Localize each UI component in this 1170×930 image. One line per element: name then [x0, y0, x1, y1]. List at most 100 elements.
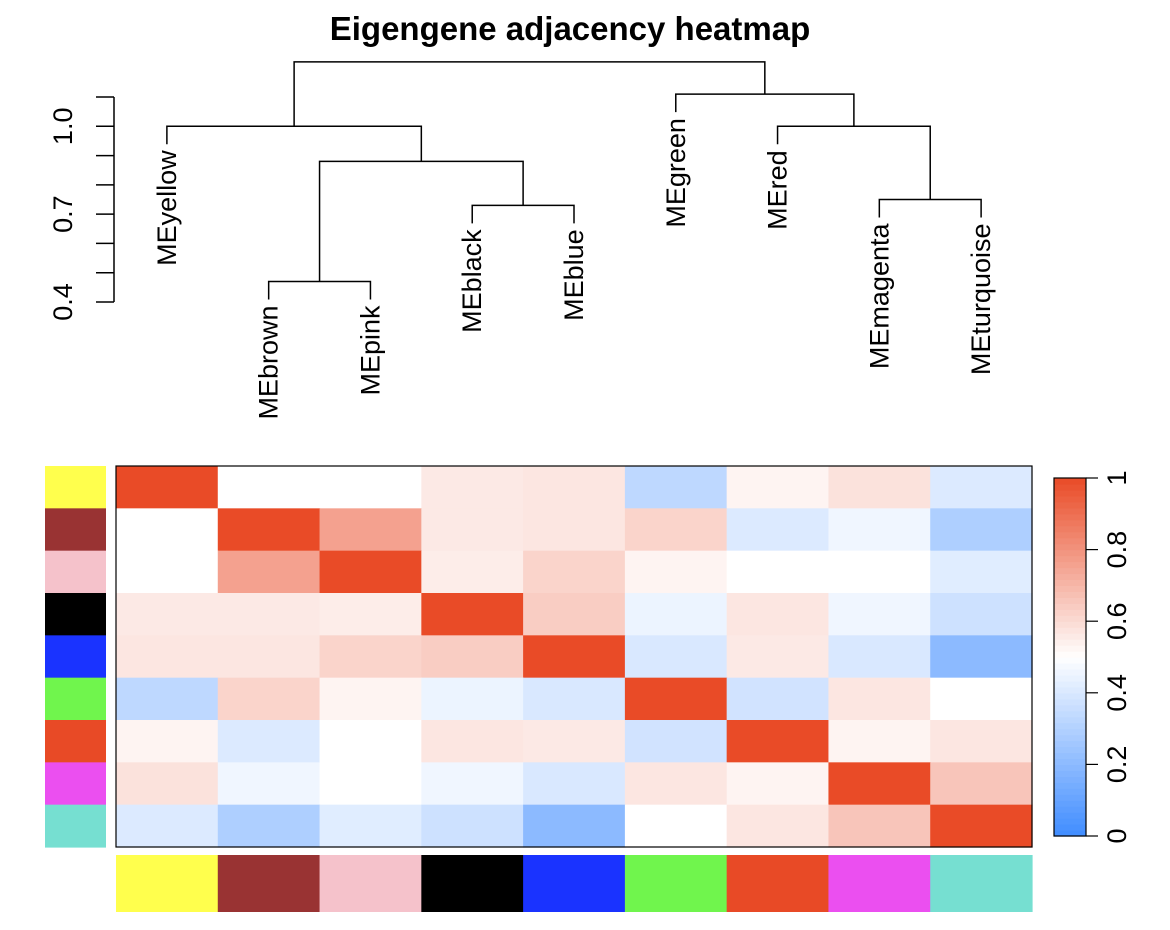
- leaf-label: MEmagenta: [864, 223, 894, 370]
- row-color-swatch: [45, 508, 106, 552]
- heatmap-cell: [217, 720, 321, 763]
- row-color-swatch: [45, 466, 106, 509]
- heatmap-cell: [828, 635, 931, 679]
- column-color-swatch: [217, 855, 321, 912]
- heatmap-cell: [828, 550, 931, 594]
- column-color-swatch: [828, 855, 931, 912]
- heatmap-cell: [116, 635, 219, 679]
- row-color-swatch: [45, 593, 106, 636]
- heatmap-cell: [930, 550, 1033, 594]
- heatmap-cell: [217, 466, 321, 509]
- legend-gradient-step: [1054, 812, 1086, 819]
- dendrogram-branch: [878, 198, 982, 218]
- legend-gradient-step: [1054, 794, 1086, 801]
- heatmap-cell: [319, 635, 422, 679]
- heatmap-cell: [319, 593, 422, 636]
- dendrogram-branch: [267, 280, 372, 300]
- heatmap-cell: [217, 550, 321, 594]
- heatmap-cell: [624, 508, 728, 552]
- heatmap-cell: [217, 762, 321, 806]
- heatmap-cell: [930, 804, 1033, 848]
- dendrogram-branch: [471, 204, 575, 224]
- heatmap-cell: [726, 635, 830, 679]
- legend-gradient-step: [1054, 746, 1086, 754]
- heatmap-cell: [319, 762, 422, 806]
- heatmap-cell: [624, 677, 728, 721]
- legend-gradient-step: [1054, 603, 1086, 610]
- column-color-swatch: [319, 855, 422, 912]
- legend-gradient-step: [1054, 543, 1086, 551]
- heatmap-cell: [624, 550, 728, 594]
- legend-gradient-step: [1054, 788, 1086, 795]
- heatmap-cell: [726, 593, 830, 636]
- axis-tick-label: 1.0: [48, 108, 78, 146]
- heatmap-frame: [115, 465, 1033, 848]
- legend-gradient-step: [1054, 818, 1086, 825]
- axis-tick-label: 0.7: [48, 195, 78, 233]
- heatmap-cell: [116, 466, 219, 509]
- heatmap-cell: [624, 635, 728, 679]
- heatmap-cell: [726, 804, 830, 848]
- heatmap-cell: [828, 762, 931, 806]
- legend-gradient-step: [1054, 680, 1086, 688]
- heatmap-cell: [421, 466, 524, 509]
- legend-gradient-step: [1054, 686, 1086, 694]
- legend-gradient-step: [1054, 615, 1086, 622]
- column-color-swatch: [523, 855, 626, 912]
- legend-gradient-step: [1054, 555, 1086, 563]
- heatmap-cell: [116, 593, 219, 636]
- row-color-swatch: [45, 804, 106, 848]
- leaf-label: MEturquoise: [966, 224, 996, 376]
- dendrogram-branch: [166, 125, 423, 162]
- heatmap-cell: [624, 804, 728, 848]
- leaf-label: MEyellow: [152, 150, 182, 266]
- heatmap-cell: [523, 720, 626, 763]
- column-color-swatch: [726, 855, 830, 912]
- heatmap-cell: [930, 593, 1033, 636]
- dendrogram-branch: [776, 125, 931, 200]
- heatmap-cell: [828, 466, 931, 509]
- legend-gradient-step: [1054, 645, 1086, 652]
- legend-gradient-step: [1054, 764, 1086, 771]
- legend-gradient-step: [1054, 639, 1086, 646]
- legend-gradient-step: [1054, 525, 1086, 533]
- legend-tick-label: 1: [1102, 470, 1132, 485]
- heatmap-cell: [116, 804, 219, 848]
- row-color-swatch: [45, 677, 106, 721]
- heatmap-cell: [726, 550, 830, 594]
- legend-gradient-step: [1054, 734, 1086, 742]
- heatmap-cell: [930, 508, 1033, 552]
- row-color-swatch: [45, 635, 106, 679]
- leaf-label: MEbrown: [254, 306, 284, 420]
- heatmap-cell: [217, 635, 321, 679]
- heatmap-cell: [217, 593, 321, 636]
- heatmap-cell: [319, 677, 422, 721]
- column-color-swatch: [930, 855, 1033, 912]
- row-color-swatch: [45, 720, 106, 763]
- heatmap-cell: [319, 804, 422, 848]
- heatmap-cell: [828, 677, 931, 721]
- legend-gradient-step: [1054, 561, 1086, 569]
- legend-gradient-step: [1054, 537, 1086, 545]
- heatmap-cell: [726, 720, 830, 763]
- axis-tick-label: 0.4: [48, 283, 78, 321]
- heatmap-cell: [930, 466, 1033, 509]
- column-color-swatch: [421, 855, 524, 912]
- dendrogram-branch: [293, 61, 766, 127]
- leaf-label: MEred: [763, 150, 793, 230]
- legend-gradient-step: [1054, 507, 1086, 515]
- heatmap-cell: [828, 804, 931, 848]
- heatmap-cell: [116, 550, 219, 594]
- heatmap-cell: [523, 804, 626, 848]
- heatmap-cell: [930, 635, 1033, 679]
- heatmap-cell: [828, 593, 931, 636]
- dendrogram-branch: [675, 93, 855, 127]
- column-color-swatch: [116, 855, 219, 912]
- heatmap-cell: [421, 762, 524, 806]
- heatmap-cell: [726, 508, 830, 552]
- legend-gradient-step: [1054, 633, 1086, 640]
- dendrogram: [166, 61, 982, 300]
- legend-tick-label: 0.8: [1102, 531, 1132, 569]
- adjacency-heatmap: [116, 466, 1033, 848]
- heatmap-cell: [421, 677, 524, 721]
